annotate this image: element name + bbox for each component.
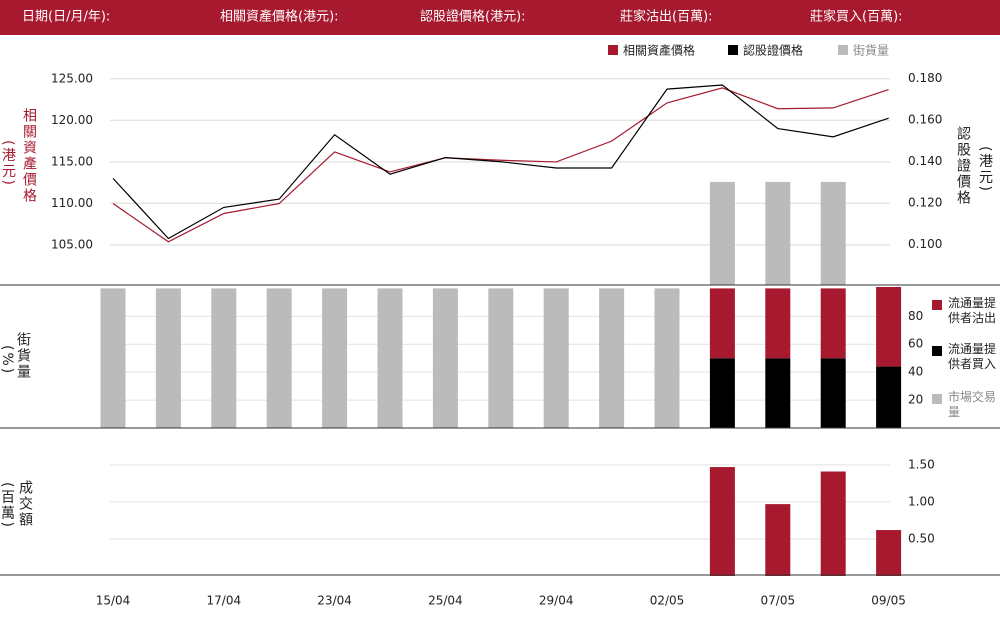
stacked-bar: [599, 288, 625, 428]
stacked-bar: [876, 287, 902, 367]
y2-tick-label: 0.120: [908, 196, 942, 210]
y-axis-unit: (%): [0, 345, 15, 376]
x-tick-label: 02/05: [650, 594, 685, 608]
bar: [709, 181, 735, 285]
x-tick-label: 09/05: [871, 594, 906, 608]
x-tick-label: 15/04: [96, 594, 131, 608]
stacked-bar: [543, 288, 569, 428]
x-tick-label: 17/04: [207, 594, 242, 608]
x-tick-label: 23/04: [317, 594, 352, 608]
legend-label: 街貨量: [853, 43, 889, 58]
y-tick-label: 110.00: [51, 196, 93, 210]
legend-swatch: [608, 45, 618, 55]
stacked-bar: [432, 288, 458, 428]
bar: [876, 530, 902, 576]
stacked-bar: [211, 288, 237, 428]
stacked-bar: [765, 358, 791, 428]
y-axis-unit: (港元): [0, 140, 16, 187]
y2-tick-label: 1.50: [908, 457, 935, 471]
y-tick-label: 105.00: [51, 238, 93, 252]
bar: [820, 181, 846, 285]
y-axis-unit: (百萬): [0, 482, 15, 529]
header-label: 莊家沽出(百萬):: [620, 9, 713, 25]
legend-swatch: [932, 300, 942, 310]
y-tick-label: 125.00: [51, 71, 93, 85]
y2-axis-unit: (港元): [977, 146, 993, 193]
legend-label: 相關資產價格: [623, 43, 695, 58]
header-label: 日期(日/月/年):: [22, 10, 110, 25]
legend-label: 市場交易量: [948, 390, 997, 419]
stacked-bar: [820, 288, 846, 359]
y2-tick-label: 0.140: [908, 154, 942, 168]
stacked-bar: [155, 288, 181, 428]
y2-tick-label: 1.00: [908, 494, 935, 508]
y2-tick-label: 0.160: [908, 113, 942, 127]
header-label: 相關資產價格(港元):: [220, 9, 339, 25]
y2-tick-label: 0.180: [908, 71, 942, 85]
bar: [765, 181, 791, 285]
y-axis-label: 街貨量: [15, 332, 31, 380]
stacked-bar: [488, 288, 514, 428]
legend-swatch: [932, 346, 942, 356]
bar: [820, 471, 846, 576]
stacked-bar: [709, 358, 735, 428]
x-tick-label: 29/04: [539, 594, 574, 608]
stacked-bar: [322, 288, 348, 428]
legend-swatch: [838, 45, 848, 55]
y2-tick-label: 0.100: [908, 237, 942, 251]
line: [112, 87, 889, 243]
y2-tick-label: 40: [908, 365, 923, 379]
y2-tick-label: 60: [908, 337, 923, 351]
legend-label: 流通量提供者買入: [948, 342, 997, 371]
stacked-bar: [765, 288, 791, 359]
stacked-bar: [876, 366, 902, 428]
y2-tick-label: 0.50: [908, 531, 935, 545]
stacked-bar: [100, 288, 126, 428]
header-bar: [0, 0, 1000, 35]
stacked-bar: [709, 288, 735, 359]
y2-axis-label: 認股證價格: [955, 126, 971, 206]
bar: [765, 504, 791, 576]
legend-label: 認股證價格: [743, 43, 803, 58]
stacked-bar: [266, 288, 292, 428]
header-label: 莊家買入(百萬):: [810, 9, 903, 25]
stacked-bar: [820, 358, 846, 428]
y-axis-label: 成交額: [17, 480, 33, 528]
x-tick-label: 07/05: [761, 594, 796, 608]
stacked-bar: [377, 288, 403, 428]
y-axis-label: 相關資產價格: [21, 108, 37, 204]
y-tick-label: 120.00: [51, 113, 93, 127]
bar: [709, 467, 735, 576]
legend-swatch: [932, 394, 942, 404]
header-label: 認股證價格(港元):: [420, 9, 526, 25]
legend-swatch: [728, 45, 738, 55]
legend-label: 流通量提供者沽出: [948, 296, 997, 325]
y2-tick-label: 20: [908, 393, 923, 407]
y2-tick-label: 80: [908, 309, 923, 323]
line: [112, 84, 889, 240]
y-tick-label: 115.00: [51, 154, 93, 168]
stacked-bar: [654, 288, 680, 428]
x-tick-label: 25/04: [428, 594, 463, 608]
